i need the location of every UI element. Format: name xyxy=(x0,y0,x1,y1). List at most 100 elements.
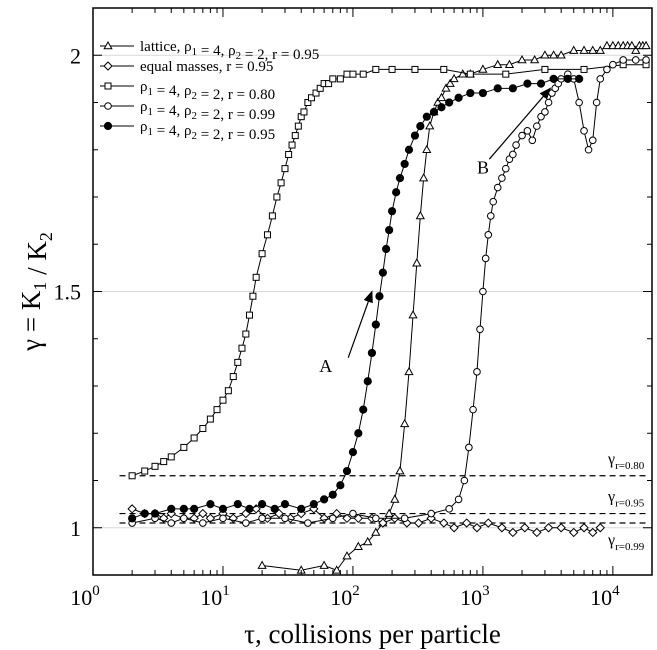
data-point xyxy=(449,73,459,83)
data-point xyxy=(213,406,221,414)
data-point xyxy=(354,429,363,438)
data-point xyxy=(273,193,281,201)
y-tick-label: 1 xyxy=(70,516,81,541)
data-point xyxy=(141,467,149,475)
data-point xyxy=(595,45,605,54)
data-point xyxy=(288,141,296,149)
data-point xyxy=(454,93,463,102)
data-point xyxy=(372,514,380,523)
series-diamond xyxy=(127,504,605,538)
data-point xyxy=(375,292,384,301)
data-point xyxy=(151,462,159,470)
data-point xyxy=(349,509,357,518)
data-point xyxy=(329,75,337,83)
data-point xyxy=(328,490,337,499)
data-point xyxy=(619,56,627,64)
legend-label: equal masses, r = 0.95 xyxy=(140,59,273,75)
data-point xyxy=(234,358,242,366)
y-axis-title: γ = K1 / K2 xyxy=(16,232,56,352)
data-point xyxy=(445,98,454,107)
data-point xyxy=(342,551,352,560)
data-point xyxy=(280,500,290,509)
data-point xyxy=(336,75,344,83)
data-point xyxy=(512,141,520,149)
data-point xyxy=(190,504,199,513)
data-point xyxy=(342,466,352,476)
y-tick-label: 1.5 xyxy=(54,280,82,305)
data-point xyxy=(498,174,506,182)
data-point xyxy=(218,504,228,513)
data-point xyxy=(563,74,572,83)
data-point xyxy=(483,518,493,528)
data-point xyxy=(206,415,214,423)
data-point xyxy=(233,500,242,509)
data-point xyxy=(580,65,588,73)
data-point xyxy=(412,258,422,267)
data-point xyxy=(238,344,246,352)
data-point xyxy=(312,89,320,97)
data-point xyxy=(304,519,312,527)
data-point xyxy=(454,495,463,504)
data-point xyxy=(297,504,306,513)
data-point xyxy=(277,179,285,187)
legend-entry: lattice, ρ1 = 4, ρ2 = 2, r = 0.95 xyxy=(100,39,319,63)
annotation-arrow xyxy=(488,87,552,160)
x-tick-label: 104 xyxy=(590,583,620,610)
data-point xyxy=(395,174,405,183)
data-point xyxy=(242,330,250,338)
axes: 100 101 102 103 104 1 1.5 2 xyxy=(54,7,653,610)
data-point xyxy=(219,396,227,404)
data-point xyxy=(529,54,540,64)
data-point xyxy=(478,64,488,73)
data-point xyxy=(603,65,611,74)
data-point xyxy=(371,527,381,536)
data-point xyxy=(465,443,473,452)
data-point xyxy=(631,56,640,64)
data-point xyxy=(548,50,559,59)
series-circle-open xyxy=(128,56,650,527)
data-point xyxy=(422,112,431,121)
data-point xyxy=(429,107,439,117)
data-point xyxy=(416,122,425,131)
data-point xyxy=(342,513,352,524)
data-point xyxy=(504,59,515,68)
data-point xyxy=(199,519,207,527)
data-point xyxy=(596,75,605,83)
data-point xyxy=(249,292,257,300)
data-point xyxy=(367,348,377,358)
data-point xyxy=(353,541,363,550)
data-point xyxy=(294,122,302,130)
data-point xyxy=(532,527,542,538)
legend-entry: ρ1 = 4, ρ2 = 2, r = 0.80 xyxy=(100,79,275,103)
data-point xyxy=(400,418,410,428)
data-point xyxy=(609,60,617,69)
data-point xyxy=(536,79,546,88)
data-point xyxy=(642,56,650,64)
data-point xyxy=(579,523,589,533)
data-point xyxy=(592,98,601,107)
data-point xyxy=(413,518,424,528)
data-point xyxy=(281,514,289,523)
data-point xyxy=(263,231,271,239)
data-point xyxy=(415,210,425,220)
data-point xyxy=(575,98,583,107)
data-point xyxy=(285,150,293,158)
data-point xyxy=(418,173,429,182)
data-point xyxy=(281,165,289,173)
data-point xyxy=(472,523,482,533)
legend-entry: ρ1 = 4, ρ2 = 2, r = 0.95 xyxy=(100,119,275,143)
data-point xyxy=(336,481,345,490)
data-point xyxy=(410,131,420,140)
data-point xyxy=(245,311,253,319)
data-point xyxy=(497,523,507,533)
series-line xyxy=(131,64,647,477)
data-point xyxy=(167,519,176,527)
data-point xyxy=(523,127,532,135)
data-point xyxy=(460,476,469,485)
data-point xyxy=(469,405,477,414)
series-circle-filled xyxy=(128,74,584,523)
data-series xyxy=(127,40,651,574)
data-point xyxy=(502,70,510,78)
data-point xyxy=(441,83,451,92)
data-point xyxy=(257,560,267,569)
